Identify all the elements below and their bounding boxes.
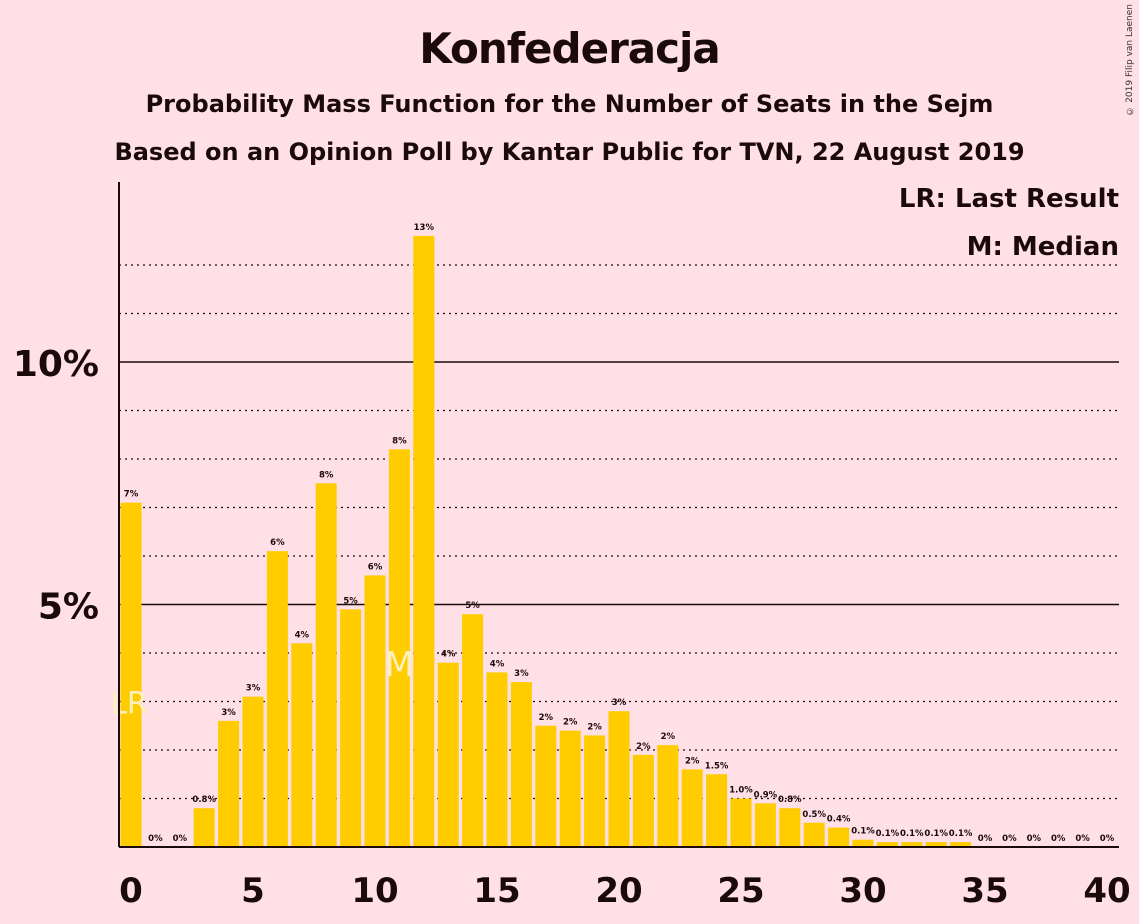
bar-seat-11 bbox=[388, 449, 410, 847]
bar-label-seat-7: 4% bbox=[295, 630, 310, 640]
bar-seat-27 bbox=[779, 808, 801, 847]
y-tick-label: 5% bbox=[38, 587, 99, 628]
x-tick-label: 0 bbox=[119, 871, 143, 911]
bar-seat-20 bbox=[608, 711, 630, 847]
bar-seat-26 bbox=[754, 803, 776, 847]
bar-seat-30 bbox=[852, 839, 874, 847]
x-tick-label: 40 bbox=[1083, 871, 1130, 911]
bar-seat-29 bbox=[828, 827, 850, 847]
bar-seat-32 bbox=[901, 842, 923, 847]
bar-label-seat-28: 0.5% bbox=[802, 810, 826, 820]
bar-seat-16 bbox=[510, 682, 532, 847]
bar-label-seat-32: 0.1% bbox=[900, 829, 924, 839]
bar-label-seat-17: 2% bbox=[539, 713, 554, 723]
last-result-marker: LR bbox=[110, 687, 148, 722]
bar-label-seat-4: 3% bbox=[221, 708, 236, 718]
bar-label-seat-1: 0% bbox=[148, 834, 163, 844]
y-tick-label: 10% bbox=[13, 344, 99, 385]
bar-label-seat-36: 0% bbox=[1002, 834, 1017, 844]
bar-label-seat-16: 3% bbox=[514, 669, 529, 679]
bar-seat-17 bbox=[535, 725, 557, 847]
bar-label-seat-30: 0.1% bbox=[851, 827, 875, 837]
bar-seat-14 bbox=[462, 614, 484, 847]
bar-seat-24 bbox=[706, 774, 728, 847]
bar-seat-5 bbox=[242, 696, 264, 847]
x-tick-label: 25 bbox=[717, 871, 764, 911]
bar-label-seat-26: 0.9% bbox=[754, 790, 778, 800]
bar-seat-18 bbox=[559, 730, 581, 847]
bar-label-seat-37: 0% bbox=[1027, 834, 1042, 844]
bar-label-seat-15: 4% bbox=[490, 659, 505, 669]
bar-label-seat-2: 0% bbox=[173, 834, 188, 844]
bar-label-seat-21: 2% bbox=[636, 742, 651, 752]
x-tick-label: 20 bbox=[595, 871, 642, 911]
bar-label-seat-14: 5% bbox=[465, 601, 480, 611]
bar-label-seat-0: 7% bbox=[124, 490, 139, 500]
bar-label-seat-5: 3% bbox=[246, 684, 261, 694]
bar-label-seat-10: 6% bbox=[368, 562, 383, 572]
bar-label-seat-3: 0.8% bbox=[192, 795, 216, 805]
bar-seat-25 bbox=[730, 798, 752, 847]
bar-label-seat-39: 0% bbox=[1075, 834, 1090, 844]
bar-seat-28 bbox=[803, 822, 825, 847]
bar-label-seat-6: 6% bbox=[270, 538, 285, 548]
bar-seat-10 bbox=[364, 575, 386, 847]
bar-label-seat-38: 0% bbox=[1051, 834, 1066, 844]
bar-seat-33 bbox=[925, 842, 947, 847]
x-tick-label: 35 bbox=[961, 871, 1008, 911]
bar-seat-9 bbox=[340, 609, 362, 847]
bar-seat-4 bbox=[218, 720, 240, 847]
bar-seat-23 bbox=[681, 769, 703, 847]
bar-seat-21 bbox=[632, 754, 654, 847]
median-marker: M bbox=[385, 645, 414, 685]
bar-label-seat-33: 0.1% bbox=[924, 829, 948, 839]
bar-label-seat-34: 0.1% bbox=[949, 829, 973, 839]
bar-label-seat-9: 5% bbox=[343, 596, 358, 606]
x-tick-label: 15 bbox=[473, 871, 520, 911]
bar-seat-31 bbox=[876, 842, 898, 847]
bar-seat-22 bbox=[657, 745, 679, 847]
x-tick-label: 30 bbox=[839, 871, 886, 911]
x-tick-label: 5 bbox=[241, 871, 265, 911]
bar-label-seat-23: 2% bbox=[685, 756, 700, 766]
bar-label-seat-40: 0% bbox=[1100, 834, 1115, 844]
bar-label-seat-31: 0.1% bbox=[876, 829, 900, 839]
bar-label-seat-8: 8% bbox=[319, 470, 334, 480]
bar-label-seat-22: 2% bbox=[661, 732, 676, 742]
bar-seat-15 bbox=[486, 672, 508, 847]
bar-label-seat-27: 0.8% bbox=[778, 795, 802, 805]
bar-label-seat-20: 3% bbox=[612, 698, 627, 708]
bar-label-seat-11: 8% bbox=[392, 436, 407, 446]
bar-label-seat-13: 4% bbox=[441, 650, 456, 660]
legend-last-result: LR: Last Result bbox=[898, 184, 1119, 214]
bar-label-seat-29: 0.4% bbox=[827, 815, 851, 825]
legend-median: M: Median bbox=[966, 232, 1119, 262]
bar-label-seat-19: 2% bbox=[587, 722, 602, 732]
bar-seat-13 bbox=[437, 662, 459, 847]
bar-seat-8 bbox=[315, 483, 337, 847]
bar-label-seat-12: 13% bbox=[414, 223, 435, 233]
bar-seat-12 bbox=[413, 235, 435, 847]
bar-label-seat-25: 1.0% bbox=[729, 786, 753, 796]
bar-label-seat-18: 2% bbox=[563, 718, 578, 728]
bar-label-seat-35: 0% bbox=[978, 834, 993, 844]
bar-seat-34 bbox=[950, 842, 972, 847]
bar-seat-0 bbox=[120, 502, 142, 847]
x-tick-label: 10 bbox=[351, 871, 398, 911]
chart-subtitle-source: Based on an Opinion Poll by Kantar Publi… bbox=[114, 138, 1025, 166]
chart-title: Konfederacja bbox=[419, 24, 721, 73]
bar-label-seat-24: 1.5% bbox=[705, 761, 729, 771]
bar-seat-3 bbox=[193, 808, 215, 847]
bar-seat-7 bbox=[291, 643, 313, 847]
chart-subtitle: Probability Mass Function for the Number… bbox=[145, 90, 994, 118]
bar-seat-6 bbox=[266, 551, 288, 847]
bar-seat-19 bbox=[584, 735, 606, 847]
